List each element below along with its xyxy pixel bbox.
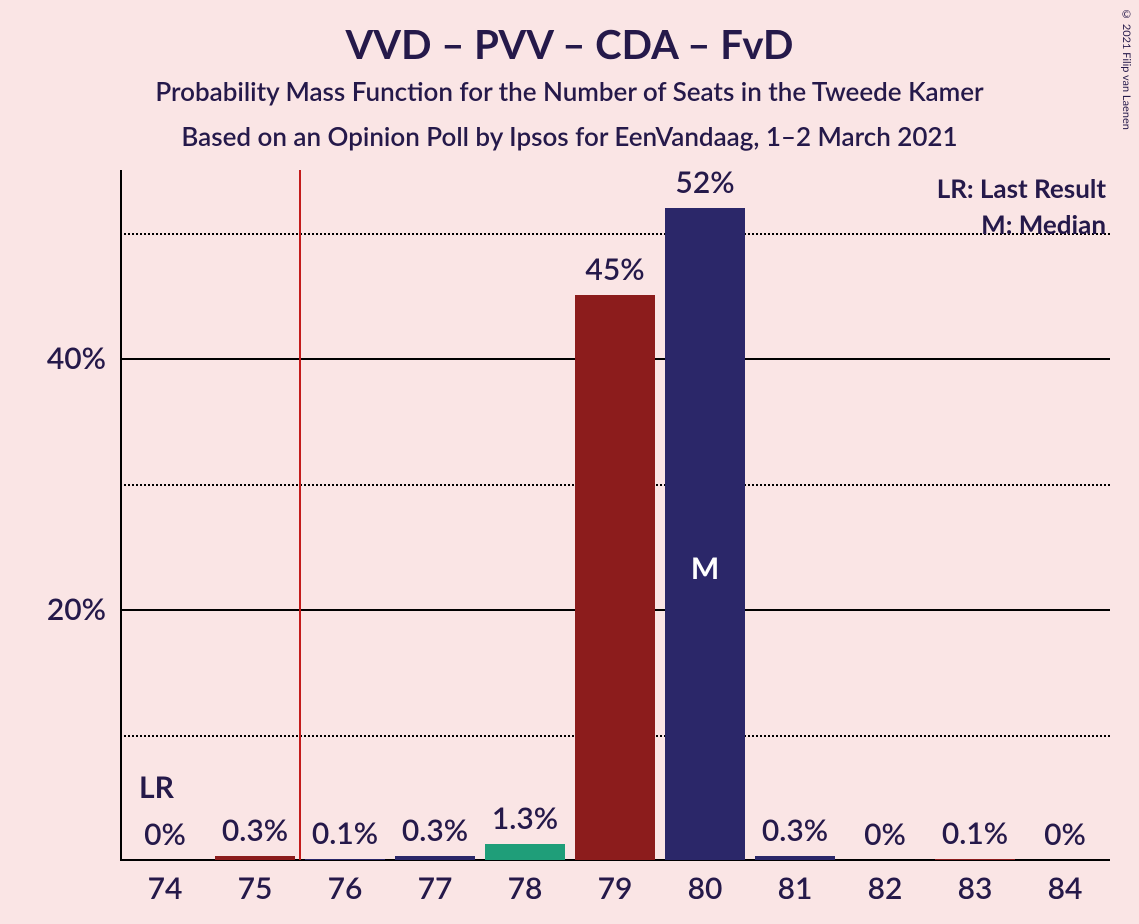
chart-title: VVD – PVV – CDA – FvD	[0, 20, 1139, 68]
bar-value-label: 0.3%	[222, 812, 288, 848]
bar	[935, 859, 1014, 860]
x-tick-label: 79	[598, 870, 633, 906]
bar-value-label: 52%	[675, 164, 734, 200]
gridline-minor	[120, 233, 1110, 235]
bar-value-label: 0.3%	[762, 812, 828, 848]
x-tick-label: 78	[508, 870, 543, 906]
bar-value-label: 0.1%	[942, 815, 1008, 851]
bar-value-label: 0.3%	[402, 812, 468, 848]
y-axis	[120, 170, 122, 860]
copyright-text: © 2021 Filip van Laenen	[1120, 8, 1133, 130]
x-tick-label: 76	[328, 870, 363, 906]
legend-median: M: Median	[981, 208, 1106, 240]
last-result-line	[299, 170, 301, 860]
x-tick-label: 84	[1048, 870, 1083, 906]
chart-container: VVD – PVV – CDA – FvD Probability Mass F…	[0, 0, 1139, 924]
x-tick-label: 83	[958, 870, 993, 906]
bar	[305, 859, 384, 860]
bar-value-label: 0.1%	[312, 815, 378, 851]
bar	[395, 856, 474, 860]
x-tick-label: 82	[868, 870, 903, 906]
bar	[485, 844, 564, 860]
bar-value-label: 0%	[1044, 816, 1086, 852]
chart-subtitle-2: Based on an Opinion Poll by Ipsos for Ee…	[0, 120, 1139, 152]
chart-subtitle-1: Probability Mass Function for the Number…	[0, 75, 1139, 107]
plot-area: 20%40%740%750.3%760.1%770.3%781.3%7945%8…	[120, 170, 1110, 860]
legend-last-result: LR: Last Result	[937, 172, 1106, 204]
y-tick-label: 20%	[47, 591, 106, 627]
bar-value-label: 45%	[585, 251, 644, 287]
x-tick-label: 74	[148, 870, 183, 906]
last-result-label: LR	[139, 769, 174, 805]
x-tick-label: 77	[418, 870, 453, 906]
bar	[575, 295, 654, 860]
median-label: M	[691, 550, 719, 586]
x-tick-label: 81	[778, 870, 813, 906]
bar	[665, 208, 744, 860]
bar	[215, 856, 294, 860]
bar	[755, 856, 834, 860]
x-tick-label: 75	[238, 870, 273, 906]
y-tick-label: 40%	[47, 340, 106, 376]
bar-value-label: 0%	[144, 816, 186, 852]
bar-value-label: 1.3%	[492, 800, 558, 836]
bar-value-label: 0%	[864, 816, 906, 852]
x-tick-label: 80	[688, 870, 723, 906]
